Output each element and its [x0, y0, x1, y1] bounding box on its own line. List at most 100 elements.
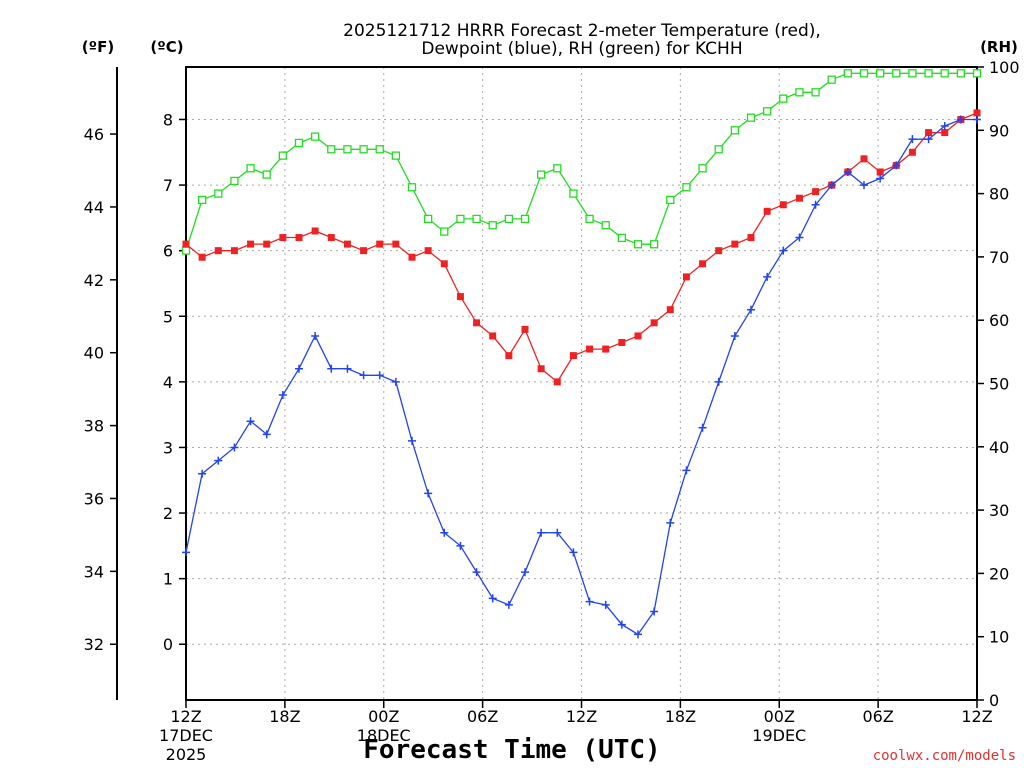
fahrenheit-tick-label: 34	[84, 562, 104, 581]
dewpoint-point	[359, 371, 368, 380]
rh-point	[278, 151, 288, 160]
rh-point	[391, 151, 401, 160]
rh-point	[666, 195, 675, 205]
celsius-tick-label: 2	[163, 504, 173, 523]
dewpoint-point	[472, 568, 481, 577]
rh-tick-label: 70	[989, 248, 1009, 267]
temperature-point	[812, 188, 820, 196]
dewpoint-point	[892, 161, 901, 170]
dewpoint-point	[456, 541, 465, 550]
time-tick-label: 12Z	[170, 707, 201, 726]
dewpoint-point	[585, 597, 594, 606]
dewpoint-point	[779, 246, 788, 255]
rh-point	[327, 145, 336, 154]
rh-point	[585, 214, 594, 224]
fahrenheit-tick-label: 40	[84, 344, 104, 363]
dewpoint-point	[714, 377, 723, 386]
dewpoint-point	[343, 364, 352, 373]
dewpoint-point	[730, 331, 739, 340]
rh-point	[197, 195, 207, 205]
celsius-tick-label: 1	[163, 570, 173, 589]
temperature-point	[230, 247, 238, 255]
rh-point	[956, 69, 966, 78]
dewpoint-point	[311, 331, 320, 340]
rh-tick-label: 50	[989, 375, 1009, 394]
temperature-point	[440, 260, 448, 268]
rh-point	[762, 107, 772, 116]
dewpoint-point	[682, 466, 691, 475]
date-tick-label: 17DEC	[159, 726, 213, 745]
temperature-point	[311, 227, 319, 235]
dewpoint-point	[650, 607, 659, 616]
fahrenheit-tick-label: 36	[84, 489, 104, 508]
rh-point	[310, 132, 320, 141]
temperature-point	[376, 240, 384, 248]
temperature-point	[569, 352, 577, 360]
celsius-tick-label: 8	[163, 110, 173, 129]
temperature-point	[795, 194, 803, 202]
fahrenheit-tick-label: 44	[84, 198, 104, 217]
temperature-point	[198, 253, 206, 261]
time-tick-label: 06Z	[862, 707, 893, 726]
date-tick-label: 19DEC	[752, 726, 806, 745]
temperature-point	[392, 240, 400, 248]
dewpoint-point	[553, 528, 562, 537]
dewpoint-point	[375, 371, 384, 380]
fahrenheit-tick-label: 46	[84, 125, 104, 144]
rh-point	[536, 170, 546, 179]
rh-point	[553, 164, 562, 173]
dewpoint-series	[182, 115, 981, 639]
rh-point	[343, 145, 352, 154]
rh-point	[423, 214, 433, 224]
unit-labels: (ºF) (ºC) (RH)	[82, 38, 1018, 56]
temperature-point	[553, 378, 561, 386]
rh-series	[181, 69, 982, 255]
dewpoint-point	[569, 548, 578, 557]
dewpoint-point	[763, 272, 772, 281]
temperature-point	[456, 293, 464, 301]
dewpoint-point	[924, 135, 933, 144]
temperature-point	[408, 253, 416, 261]
temperature-point	[424, 247, 432, 255]
temperature-point	[634, 332, 642, 340]
dewpoint-point	[262, 430, 271, 439]
temperature-point	[682, 273, 690, 281]
celsius-tick-label: 0	[163, 635, 173, 654]
temperature-point	[586, 345, 594, 353]
temperature-point	[279, 234, 287, 242]
rh-point	[488, 221, 497, 230]
grid-lines	[185, 67, 978, 700]
temperature-point	[182, 240, 190, 248]
rh-axis: 0 10 20 30 40 50 60 70 80 90 100	[977, 58, 1020, 710]
rh-tick-label: 30	[989, 501, 1009, 520]
rh-point	[181, 246, 191, 255]
fahrenheit-tick-label: 42	[84, 271, 104, 290]
rh-point	[633, 240, 643, 249]
rh-point	[375, 145, 384, 154]
temperature-point	[489, 332, 497, 340]
rh-point	[262, 170, 271, 179]
dewpoint-point	[214, 456, 223, 465]
dewpoint-point	[246, 417, 255, 426]
temperature-point	[779, 201, 787, 209]
temperature-point	[473, 319, 481, 327]
dewpoint-point	[327, 364, 336, 373]
dewpoint-point	[182, 548, 190, 557]
temperature-point	[214, 247, 222, 255]
rh-unit-label: (RH)	[980, 38, 1018, 56]
date-tick-label: 18DEC	[357, 726, 411, 745]
celsius-axis: 0 1 2 3 4 5 6 7 8	[163, 110, 186, 654]
rh-point	[827, 75, 836, 84]
x-axis-label: Forecast Time (UTC)	[363, 735, 660, 765]
temperature-point	[505, 352, 513, 360]
time-tick-label: 12Z	[961, 707, 992, 726]
dewpoint-point	[391, 377, 400, 386]
dewpoint-point	[230, 443, 239, 452]
dewpoint-point	[198, 469, 207, 478]
rh-point	[940, 69, 949, 78]
fahrenheit-unit-label: (ºF)	[82, 38, 114, 56]
rh-point	[456, 214, 465, 224]
temperature-point	[327, 234, 335, 242]
dewpoint-point	[424, 489, 433, 498]
